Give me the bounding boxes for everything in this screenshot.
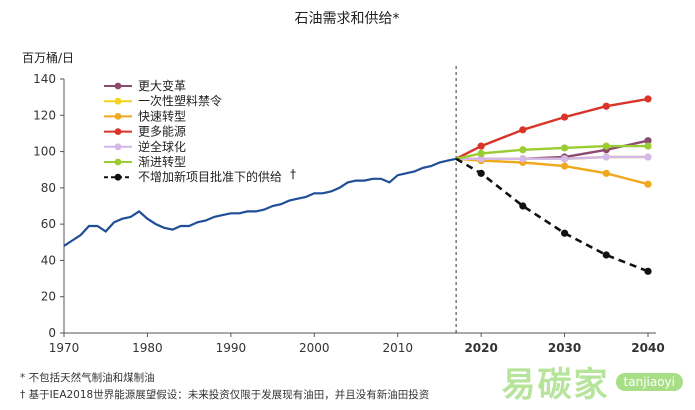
chart-title: 石油需求和供给* [295,11,400,27]
legend-label: 不增加新项目批准下的供给 [138,169,282,184]
x-tick-label: 2020 [464,341,497,355]
series-line [455,97,649,160]
x-tick-label: 2000 [299,341,330,355]
data-point [602,153,610,161]
y-tick-label: 0 [48,326,56,340]
data-point [602,102,610,110]
x-tick-label: 1970 [49,341,80,355]
series-line [456,155,648,160]
legend-swatch-marker [114,143,122,151]
series-lines [63,95,652,275]
data-point [477,149,485,157]
y-tick-label: 120 [33,108,56,122]
legend-swatch-marker [114,82,122,90]
data-point [644,137,652,145]
y-tick-label: 60 [41,217,56,231]
footnote-1: * 不包括天然气制油和煤制油 [20,372,155,384]
data-point [519,146,527,154]
series-line [455,157,649,273]
data-point [560,144,569,152]
watermark: 易碳家 tanjiaoyi [502,357,683,406]
y-tick-label: 40 [41,253,56,267]
data-point [477,169,485,177]
legend-swatch-marker [114,173,122,181]
watermark-text: 易碳家 [501,365,610,405]
data-point [644,153,652,161]
legend-swatch-marker [114,158,122,166]
y-tick-label: 100 [33,145,56,159]
data-point [560,155,569,163]
data-point [477,142,485,150]
legend-label: 更多能源 [138,125,186,139]
watermark-site: tanjiaoyi [615,372,683,391]
data-point [602,169,610,177]
data-point [560,162,569,170]
legend-label: 快速转型 [138,108,186,123]
x-tick-label: 2030 [548,341,581,355]
data-point [560,229,569,237]
legend-label: 一次性塑料禁令 [138,93,222,108]
legend-swatch-marker [114,113,122,120]
legend-swatch-marker [114,128,122,136]
x-tick-label: 2040 [631,341,664,355]
y-tick-label: 140 [33,72,56,86]
data-point [602,142,610,150]
legend-label: 逆全球化 [138,139,186,154]
series-line [455,144,648,160]
history-line [63,157,457,247]
data-point [477,155,485,163]
data-point [519,126,527,134]
x-tick-label: 1980 [132,341,163,355]
data-point [519,155,527,163]
data-point [644,95,652,103]
y-axis-label: 百万桶/日 [22,50,74,65]
data-point [602,251,610,259]
y-tick-label: 80 [41,181,56,195]
series-line [456,157,649,186]
y-tick-label: 20 [41,290,56,304]
data-point [560,113,569,121]
legend-dagger: † [290,167,296,181]
data-point [644,142,652,150]
x-tick-label: 1990 [216,341,247,355]
data-point [519,202,527,210]
data-point [644,180,652,188]
legend-label: 渐进转型 [138,154,186,169]
x-tick-label: 2010 [382,341,413,355]
data-point [644,267,652,275]
legend-label: 更大变革 [138,78,186,93]
footnote-2: † 基于IEA2018世界能源展望假设：未来投资仅限于发展现有油田，并且没有新油… [20,389,430,401]
legend-swatch-marker [114,97,122,105]
